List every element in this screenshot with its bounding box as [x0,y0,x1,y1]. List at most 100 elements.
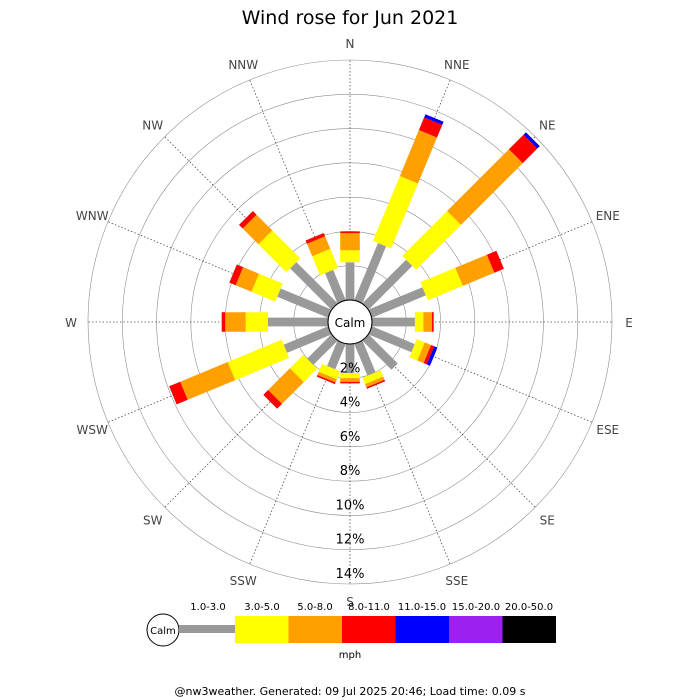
wind-bars [169,114,540,409]
bar-wnw-bin-2 [235,267,259,292]
bar-wnw-bin-0 [277,288,332,318]
bar-nne-bin-4 [424,114,444,125]
calm-circle: Calm [327,299,373,345]
bar-n-bin-0 [345,262,355,300]
bar-ese-bin-2 [417,342,432,364]
direction-label-sw: SW [143,513,163,527]
bar-wnw-bin-3 [229,264,244,286]
bar-ene-bin-2 [455,254,495,286]
bar-sse-bin-2 [365,376,385,388]
bar-nne-bin-0 [354,243,387,304]
legend-swatch-6 [502,616,556,643]
bar-n-bin-3 [340,231,360,234]
direction-labels: N NNE NE ENE E ESE SE SSE S SSW SW WSW W WNW NW NNW [65,37,633,609]
bar-nnw-bin-2 [306,236,331,257]
bar-sw-bin-1 [289,354,318,383]
legend-label-2: 5.0-8.0 [297,602,332,613]
bar-nne-bin-1 [373,176,418,249]
bar-sse-bin-3 [366,379,386,389]
direction-label-ssw: SSW [230,574,257,588]
bar-ene-bin-0 [368,287,426,318]
legend-swatch-2 [288,616,342,643]
grid-ring [87,59,613,585]
bar-ese-bin-1 [409,339,425,361]
radial-tick-labels: 2% 4% 6% 8% 10% 12% 14% [336,361,365,582]
units-label: mph [339,650,361,661]
direction-label-sse: SSE [445,574,468,588]
bar-wsw-bin-1 [227,339,290,381]
legend-label-0: 1.0-3.0 [190,602,225,613]
bar-e-bin-0 [372,317,415,327]
direction-label-ese: ESE [596,423,619,437]
calm-label: Calm [335,316,366,330]
bar-sse-bin-1 [362,370,384,385]
direction-label-nnw: NNW [228,58,258,72]
bar-n-bin-2 [340,233,360,251]
bar-nnw-bin-1 [312,248,339,276]
legend-swatch-0 [179,625,235,633]
grid-ring [121,93,579,551]
legend-label-3: 8.0-11.0 [348,602,390,613]
bar-wsw-bin-2 [180,362,236,400]
bar-sse-bin-0 [354,340,376,376]
bar-nw-bin-1 [258,230,301,273]
bar-ssw-bin-3 [316,375,336,385]
bar-nw-bin-3 [239,211,257,229]
bar-wnw-bin-1 [251,273,283,302]
direction-label-se: SE [540,513,555,527]
bar-ne-bin-4 [523,132,540,149]
legend-label-5: 15.0-20.0 [452,602,500,613]
bar-s-bin-1 [340,373,360,379]
bar-se-bin-0 [362,334,398,370]
legend-swatch-3 [342,616,396,643]
bar-ne-bin-2 [447,149,523,225]
direction-label-ene: ENE [596,209,620,223]
bar-ene-bin-3 [486,250,504,273]
bar-e-bin-1 [414,312,424,332]
direction-label-e: E [625,316,633,330]
speed-legend: Calm 1.0-3.0 3.0-5.0 5.0-8.0 8.0-11.0 11.0-15… [146,602,556,647]
legend-label-1: 3.0-5.0 [244,602,279,613]
bar-ese-bin-0 [368,326,415,353]
bar-ese-bin-3 [423,345,435,365]
bar-sw-bin-3 [263,390,282,409]
bar-nw-bin-2 [242,214,273,245]
bar-s-bin-0 [345,344,355,374]
bar-e-bin-3 [432,312,434,332]
bar-nne-bin-2 [399,130,437,184]
radial-tick-label: 4% [340,396,361,411]
bar-s-bin-2 [340,378,360,382]
bar-w-bin-0 [268,317,328,327]
bar-nw-bin-0 [290,262,338,310]
bar-ese-bin-4 [426,346,438,366]
bar-sw-bin-2 [268,368,304,404]
bar-e-bin-2 [423,312,432,332]
direction-label-ne: NE [539,119,556,133]
grid-ring [156,128,544,516]
bar-wsw-bin-0 [283,326,332,353]
legend-calm-label: Calm [150,626,176,637]
bar-nnw-bin-3 [305,233,326,244]
direction-label-nne: NNE [444,58,470,72]
footer-text: @nw3weather. Generated: 09 Jul 2025 20:4… [175,685,526,698]
bar-ene-bin-1 [420,267,463,301]
bar-s-bin-3 [340,381,360,384]
bar-ssw-bin-2 [317,371,337,383]
bar-sw-bin-0 [307,334,338,365]
bar-ne-bin-1 [402,211,461,270]
chart-title: Wind rose for Jun 2021 [242,7,459,29]
direction-label-s: S [346,595,354,609]
legend-swatch-4 [395,616,449,643]
bar-w-bin-2 [225,312,246,332]
radial-tick-label: 14% [336,567,365,582]
radial-tick-label: 8% [340,464,361,479]
bar-w-bin-3 [221,312,226,332]
direction-label-n: N [346,37,355,51]
radial-tick-label: 10% [336,498,365,513]
bar-n-bin-1 [340,250,360,263]
bar-wsw-bin-3 [169,381,188,405]
bar-nne-bin-3 [418,117,443,138]
radial-tick-label: 2% [340,361,361,376]
radial-tick-label: 12% [336,533,365,548]
direction-label-nw: NW [142,119,163,133]
